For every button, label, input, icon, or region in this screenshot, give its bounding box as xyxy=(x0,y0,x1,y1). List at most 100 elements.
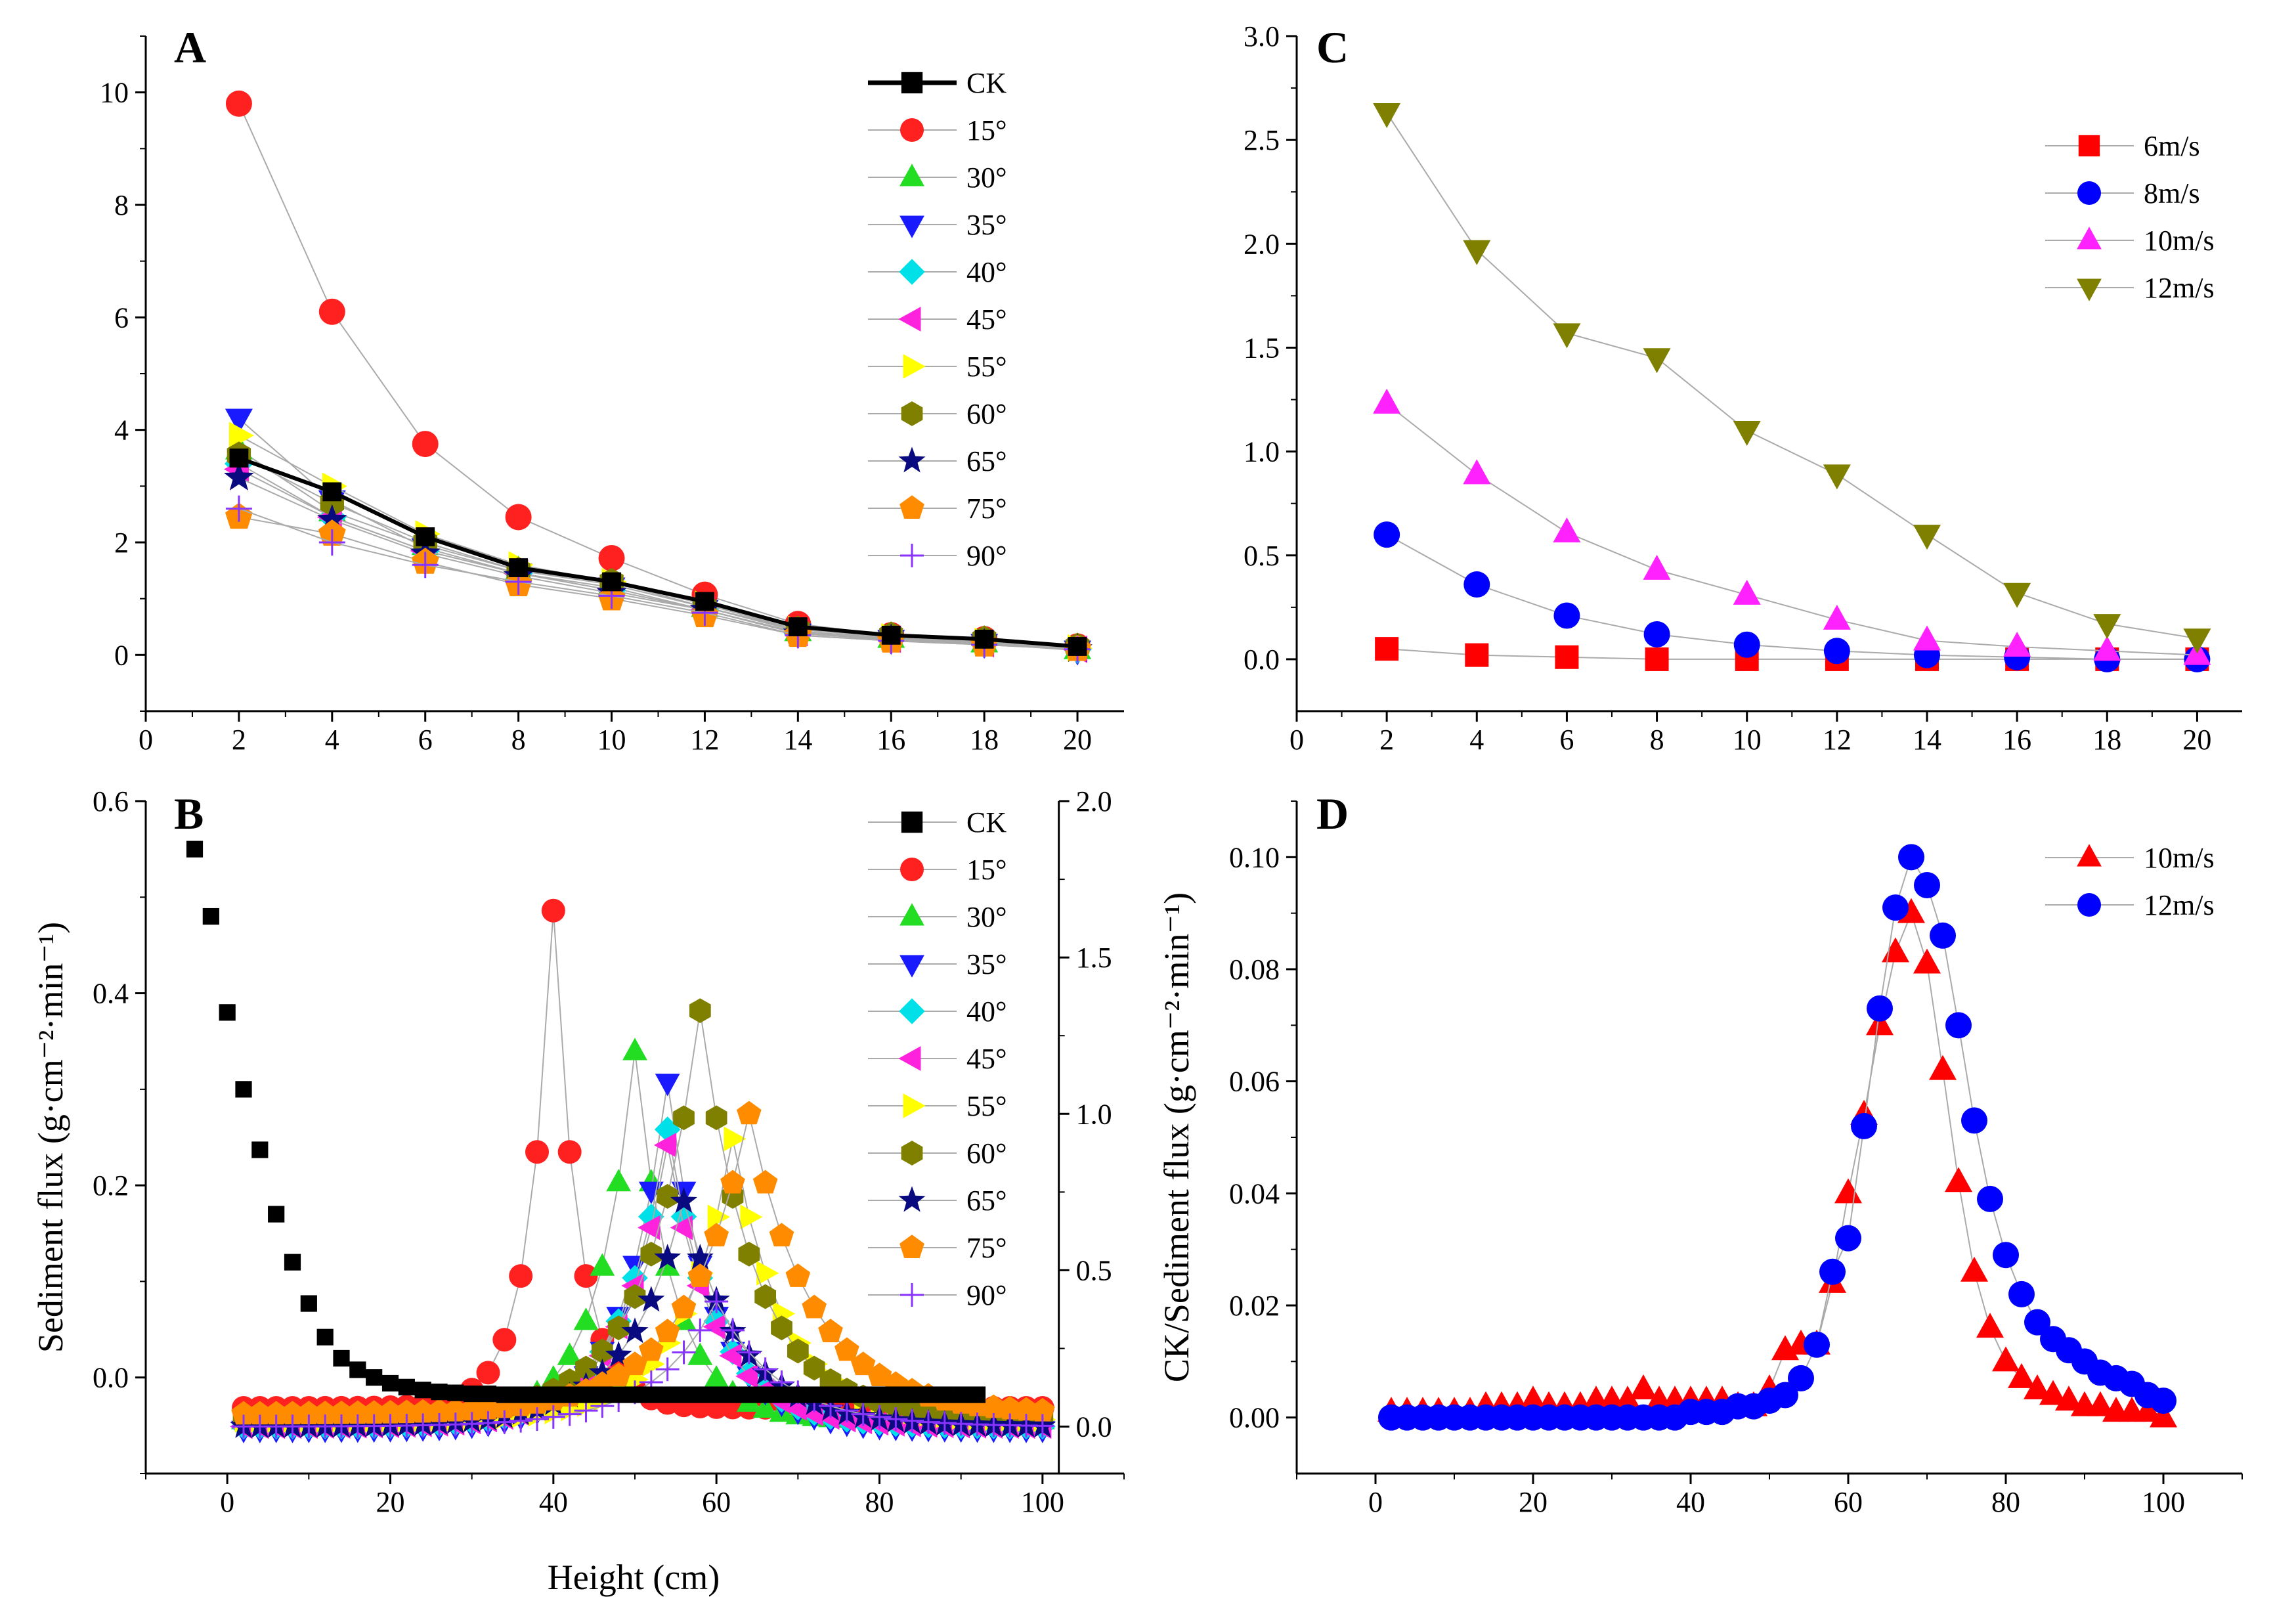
data-point xyxy=(719,1343,742,1368)
y-tick-label: 0.4 xyxy=(93,978,129,1010)
y2-tick-label: 1.0 xyxy=(1076,1098,1112,1130)
data-point xyxy=(688,1318,712,1342)
data-point xyxy=(771,1315,792,1341)
data-point xyxy=(1960,1256,1988,1282)
data-point xyxy=(590,1253,615,1276)
x-tick-label: 0 xyxy=(1289,724,1304,756)
x-tick-label: 80 xyxy=(865,1486,894,1518)
data-point xyxy=(378,1399,403,1424)
data-point xyxy=(251,1141,269,1158)
data-point xyxy=(1733,579,1761,605)
series-line xyxy=(1386,403,2198,656)
data-point xyxy=(1913,948,1941,974)
series-line xyxy=(238,516,1078,650)
data-point xyxy=(1976,1313,2004,1338)
data-point xyxy=(284,1254,301,1271)
y-tick-label: 0.02 xyxy=(1229,1290,1280,1322)
data-point xyxy=(752,1170,778,1194)
y-tick-label: 4 xyxy=(114,414,129,447)
data-point xyxy=(1930,922,1956,949)
data-point xyxy=(333,1349,350,1367)
legend-marker xyxy=(2077,181,2101,205)
data-point xyxy=(622,1265,648,1291)
data-point xyxy=(687,1263,713,1287)
data-point xyxy=(1882,894,1909,921)
x-tick-label: 16 xyxy=(877,724,905,756)
data-point xyxy=(322,482,342,502)
y-tick-label: 3.0 xyxy=(1244,20,1280,53)
data-point xyxy=(968,1386,986,1403)
series-15° xyxy=(225,90,1091,660)
y-tick-label: 0 xyxy=(114,639,129,671)
x-tick-label: 18 xyxy=(970,724,999,756)
data-point xyxy=(1465,643,1489,667)
series-line xyxy=(238,456,1078,649)
data-point xyxy=(917,1410,940,1434)
legend-label: 30° xyxy=(966,162,1007,194)
series-45° xyxy=(223,455,1088,663)
legend-label: 75° xyxy=(966,1232,1007,1264)
y2-tick-label: 0.5 xyxy=(1076,1254,1112,1286)
data-point xyxy=(1823,604,1851,630)
y-axis-title: Sediment flux (g·cm⁻²·min⁻¹) xyxy=(31,922,70,1353)
legend-marker xyxy=(900,1283,924,1307)
legend-label: 40° xyxy=(966,256,1007,288)
data-point xyxy=(459,1397,485,1421)
data-point xyxy=(737,1101,762,1125)
data-point xyxy=(834,1337,859,1361)
data-point xyxy=(479,1385,497,1403)
legend-label: 75° xyxy=(966,492,1007,525)
y-tick-label: 0.0 xyxy=(1244,644,1280,676)
series-10m/s xyxy=(1373,388,2211,665)
data-point xyxy=(2008,1280,2035,1307)
data-point xyxy=(525,1140,549,1164)
data-point xyxy=(936,1386,953,1403)
data-point xyxy=(920,1386,937,1403)
y-tick-label: 0.0 xyxy=(93,1362,129,1394)
data-point xyxy=(639,1337,664,1361)
data-point xyxy=(1030,1397,1055,1422)
data-point xyxy=(624,1284,646,1309)
series-line xyxy=(238,463,1078,650)
data-point xyxy=(394,1399,420,1424)
data-point xyxy=(818,1319,843,1343)
data-point xyxy=(1068,637,1087,656)
data-point xyxy=(707,1204,730,1230)
data-point xyxy=(738,1241,760,1267)
data-point xyxy=(1553,323,1581,349)
legend-label: 35° xyxy=(966,948,1007,980)
legend: CK 15° 30° 35° 40° 45° 55° 60° 65° 75° 90° xyxy=(868,806,1007,1311)
series-line xyxy=(238,508,1078,650)
legend-marker xyxy=(2078,135,2100,157)
panel-label-a: A xyxy=(174,22,206,72)
x-tick-label: 10 xyxy=(1733,724,1762,756)
data-point xyxy=(741,1386,758,1403)
legend-marker xyxy=(901,1141,923,1166)
legend-marker xyxy=(898,447,926,473)
legend-marker xyxy=(900,858,924,881)
x-tick-label: 60 xyxy=(702,1486,731,1518)
legend-marker xyxy=(899,955,924,978)
y-tick-label: 2 xyxy=(114,527,129,559)
data-point xyxy=(577,1386,595,1403)
data-point xyxy=(721,1318,745,1342)
data-point xyxy=(574,1264,598,1288)
data-point xyxy=(1898,844,1924,871)
data-point xyxy=(670,1215,693,1240)
x-tick-label: 20 xyxy=(1063,724,1092,756)
x-tick-label: 80 xyxy=(1991,1486,2020,1518)
data-point xyxy=(653,1133,677,1158)
data-point xyxy=(606,1169,632,1192)
data-point xyxy=(757,1386,774,1403)
legend-marker xyxy=(899,1235,924,1259)
data-point xyxy=(1992,1346,2020,1372)
data-point xyxy=(884,1407,908,1432)
data-point xyxy=(1374,521,1400,548)
data-point xyxy=(703,1314,726,1340)
data-point xyxy=(412,431,439,458)
legend-marker xyxy=(903,1093,926,1118)
data-point xyxy=(610,1386,627,1403)
x-axis-title: Height (cm) xyxy=(548,1558,720,1597)
data-point xyxy=(557,1402,582,1426)
data-point xyxy=(2003,582,2031,608)
